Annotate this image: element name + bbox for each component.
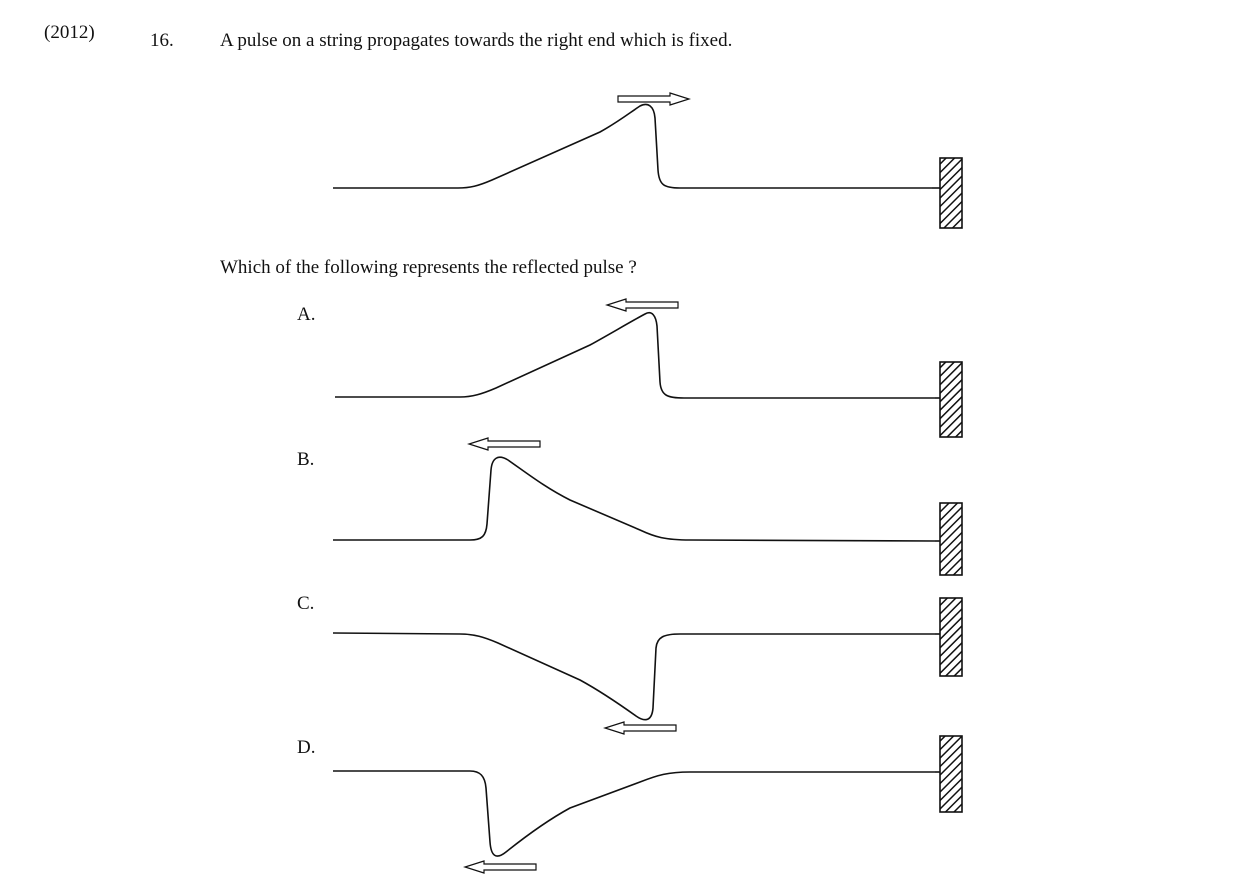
option-b-string: [333, 457, 935, 541]
left-arrow-icon: [605, 722, 676, 734]
left-arrow-icon: [465, 861, 536, 873]
option-c-diagram: [333, 598, 962, 734]
option-d-string: [333, 771, 935, 856]
option-d-diagram: [333, 736, 962, 873]
fixed-wall-icon: [940, 503, 962, 575]
incident-diagram: [333, 93, 962, 228]
option-b-diagram: [333, 438, 962, 575]
option-a-diagram: [335, 299, 962, 437]
fixed-wall-icon: [940, 158, 962, 228]
option-a-string: [335, 313, 935, 398]
right-arrow-icon: [618, 93, 689, 105]
left-arrow-icon: [469, 438, 540, 450]
left-arrow-icon: [607, 299, 678, 311]
fixed-wall-icon: [940, 736, 962, 812]
fixed-wall-icon: [940, 598, 962, 676]
option-c-string: [333, 633, 935, 720]
fixed-wall-icon: [940, 362, 962, 437]
incident-string: [333, 105, 932, 189]
